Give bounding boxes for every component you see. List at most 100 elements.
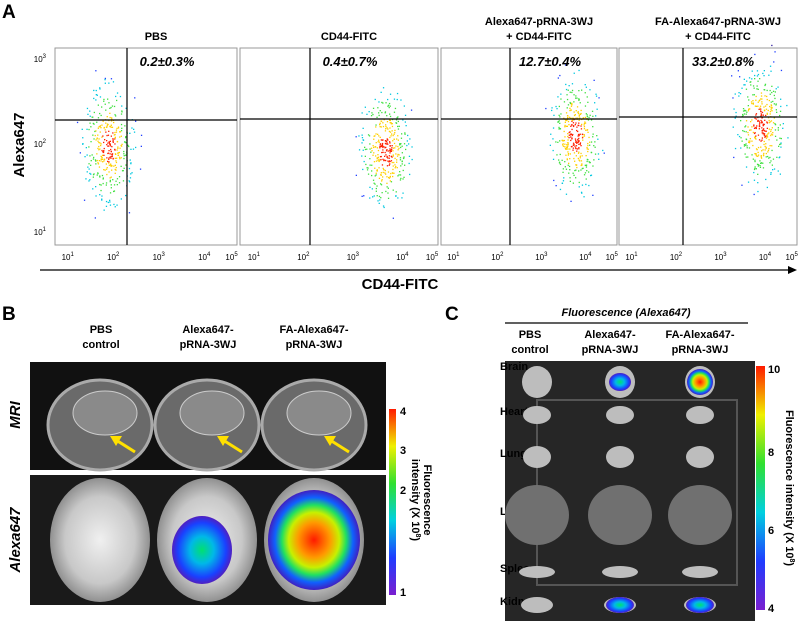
- event-dot: [386, 155, 388, 158]
- event-dot: [563, 101, 566, 103]
- event-dot: [576, 129, 578, 132]
- event-dot: [573, 143, 575, 145]
- event-dot: [393, 133, 395, 135]
- event-dot: [95, 195, 97, 197]
- event-dot: [566, 144, 568, 146]
- event-dot: [775, 103, 777, 105]
- event-dot: [373, 135, 375, 137]
- event-dot: [567, 148, 569, 150]
- event-dot: [101, 157, 103, 159]
- event-dot: [580, 112, 582, 115]
- event-dot: [596, 108, 598, 110]
- event-dot: [759, 122, 761, 124]
- event-dot: [400, 146, 402, 149]
- event-dot: [571, 120, 573, 122]
- event-dot: [760, 119, 762, 122]
- event-dot: [760, 108, 762, 110]
- plot-title: + CD44-FITC: [506, 31, 572, 43]
- event-dot: [575, 117, 577, 119]
- event-dot: [377, 156, 380, 158]
- tick-base: 10: [153, 253, 162, 262]
- event-dot: [370, 147, 373, 149]
- event-dot: [107, 152, 110, 154]
- event-dot: [401, 160, 403, 163]
- event-dot: [771, 85, 773, 87]
- event-dot: [363, 160, 365, 163]
- event-dot: [103, 126, 106, 129]
- event-dot: [595, 115, 597, 117]
- event-dot: [393, 138, 395, 140]
- event-dot: [396, 98, 398, 101]
- event-dot: [385, 124, 387, 126]
- event-dot: [755, 99, 757, 101]
- event-dot: [372, 196, 374, 198]
- event-dot: [384, 142, 387, 145]
- event-dot: [98, 141, 100, 144]
- event-dot: [545, 107, 547, 110]
- event-dot: [773, 117, 775, 119]
- event-dot: [578, 134, 580, 137]
- event-dot: [759, 99, 761, 101]
- event-dot: [390, 181, 393, 183]
- event-dot: [103, 150, 105, 152]
- event-dot: [592, 133, 594, 135]
- tick-label: 103: [714, 252, 727, 262]
- event-dot: [108, 82, 110, 84]
- event-dot: [115, 153, 117, 155]
- event-dot: [753, 87, 755, 89]
- event-dot: [384, 172, 386, 174]
- colorbar-tick: 8: [768, 447, 774, 459]
- event-dot: [377, 154, 379, 156]
- event-dot: [564, 124, 566, 127]
- event-dot: [388, 102, 391, 105]
- event-dot: [109, 153, 111, 155]
- colorbar-tick: 4: [400, 406, 407, 418]
- event-dot: [586, 158, 588, 161]
- event-dot: [109, 181, 111, 183]
- event-dot: [386, 115, 388, 117]
- event-dot: [758, 120, 760, 122]
- event-dot: [392, 175, 394, 178]
- event-dot: [362, 149, 364, 151]
- event-dot: [382, 122, 384, 124]
- event-dot: [752, 103, 754, 105]
- event-dot: [733, 108, 735, 110]
- event-dot: [762, 72, 764, 75]
- event-dot: [408, 143, 410, 145]
- event-dot: [593, 145, 595, 147]
- event-dot: [376, 158, 378, 160]
- event-dot: [380, 139, 382, 141]
- event-dot: [748, 99, 750, 101]
- organ: [606, 406, 634, 424]
- event-dot: [765, 178, 767, 181]
- event-dot: [774, 129, 777, 131]
- event-dot: [552, 158, 555, 160]
- event-dot: [114, 148, 116, 151]
- event-dot: [575, 141, 577, 143]
- event-dot: [104, 82, 106, 84]
- event-dot: [570, 133, 572, 135]
- event-dot: [394, 107, 397, 110]
- event-dot: [375, 155, 377, 157]
- event-dot: [100, 127, 102, 129]
- event-dot: [98, 138, 100, 140]
- event-dot: [569, 169, 571, 171]
- event-dot: [562, 143, 564, 145]
- event-dot: [110, 78, 113, 80]
- event-dot: [558, 105, 560, 108]
- event-dot: [95, 163, 97, 165]
- event-dot: [379, 136, 381, 138]
- event-dot: [771, 107, 773, 109]
- event-dot: [770, 160, 772, 162]
- event-dot: [747, 181, 750, 183]
- event-dot: [101, 149, 103, 152]
- event-dot: [370, 151, 372, 153]
- event-dot: [574, 124, 576, 126]
- event-dot: [393, 172, 395, 174]
- event-dot: [771, 164, 773, 166]
- event-dot: [757, 88, 759, 90]
- event-dot: [762, 167, 765, 169]
- event-dot: [384, 151, 386, 154]
- tick-label: 103: [153, 252, 166, 262]
- event-dot: [760, 122, 763, 124]
